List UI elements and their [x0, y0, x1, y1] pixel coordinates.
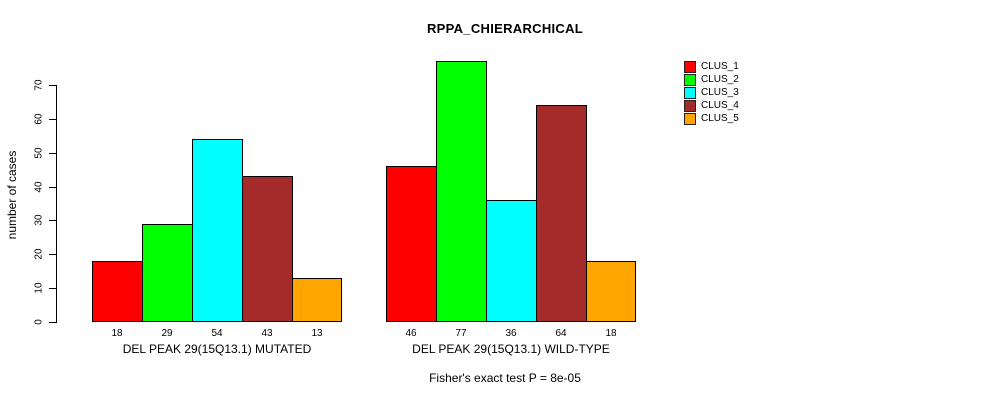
bar-value-label: 43	[261, 328, 273, 339]
bar-value-label: 46	[405, 328, 417, 339]
bar-clus_1-mutated	[92, 261, 143, 322]
y-tick-label: 20	[33, 248, 45, 260]
x-group-label-mutated: DEL PEAK 29(15Q13.1) MUTATED	[122, 342, 312, 356]
bar-clus_2-mutated	[142, 223, 193, 322]
y-tick-label: 10	[33, 282, 45, 294]
legend-swatch-clus-1	[684, 61, 696, 73]
y-tick	[49, 322, 56, 323]
bar-clus_5-wild-type	[586, 261, 636, 322]
bar-value-label: 54	[211, 328, 223, 339]
bar-clus_4-mutated	[242, 176, 293, 322]
y-tick	[49, 288, 56, 290]
y-axis-line	[56, 85, 57, 323]
bar-clus_3-wild-type	[486, 200, 537, 322]
bar-value-label: 18	[111, 328, 123, 339]
bar-value-label: 18	[605, 328, 617, 339]
bar-value-label: 64	[555, 328, 567, 339]
legend-label: CLUS_4	[701, 100, 739, 111]
bar-value-label: 36	[505, 328, 517, 339]
y-tick-label: 60	[33, 113, 45, 125]
y-tick	[49, 186, 56, 188]
y-tick	[49, 152, 56, 154]
y-axis-label: number of cases	[5, 150, 19, 240]
bar-value-label: 77	[455, 328, 467, 339]
bar-clus_2-wild-type	[436, 61, 487, 322]
legend-swatch-clus-5	[684, 113, 696, 125]
y-tick	[49, 118, 56, 120]
bar-clus_1-wild-type	[386, 166, 437, 322]
legend-swatch-clus-2	[684, 74, 696, 86]
bar-clus_4-wild-type	[536, 105, 587, 322]
legend-label: CLUS_1	[701, 61, 739, 72]
legend-label: CLUS_2	[701, 74, 739, 85]
legend-swatch-clus-4	[684, 100, 696, 112]
y-tick-label: 0	[33, 319, 45, 325]
x-group-label-wild-type: DEL PEAK 29(15Q13.1) WILD-TYPE	[412, 342, 610, 356]
annotation-fishers-test: Fisher's exact test P = 8e-05	[429, 371, 581, 385]
legend-label: CLUS_3	[701, 87, 739, 98]
y-tick-label: 40	[33, 181, 45, 193]
y-tick-label: 30	[33, 214, 45, 226]
y-tick-label: 70	[33, 79, 45, 91]
bar-value-label: 13	[311, 328, 323, 339]
y-tick	[49, 254, 56, 256]
y-tick-label: 50	[33, 147, 45, 159]
bar-value-label: 29	[161, 328, 173, 339]
y-tick	[49, 85, 56, 86]
legend-label: CLUS_5	[701, 113, 739, 124]
bar-clus_5-mutated	[292, 277, 342, 322]
bar-clus_3-mutated	[192, 139, 243, 322]
legend-swatch-clus-3	[684, 87, 696, 99]
chart-title: RPPA_CHIERARCHICAL	[426, 21, 584, 36]
y-tick	[49, 220, 56, 222]
